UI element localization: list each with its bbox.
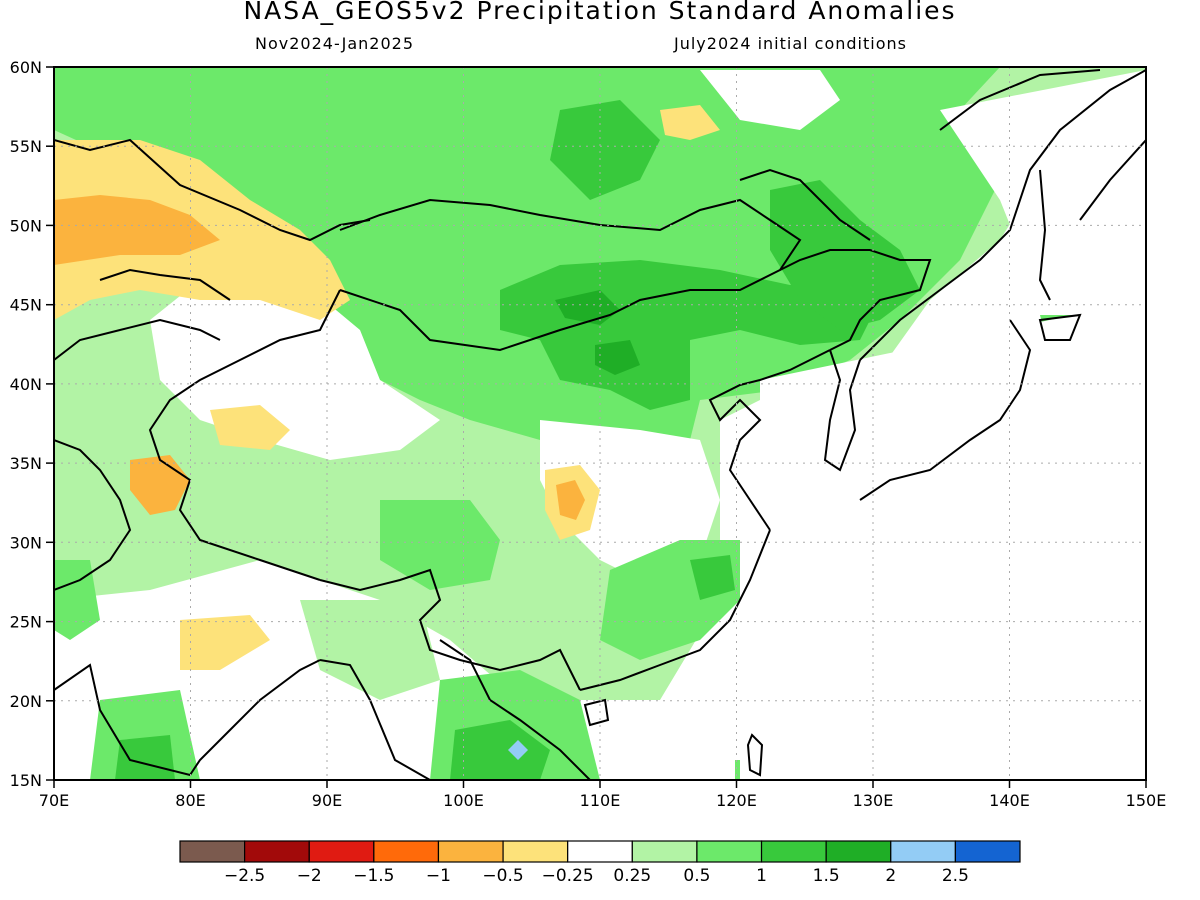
dry-region-tarim [210,405,290,450]
wet-region-west-india [54,560,100,640]
colorbar-swatch [437,840,504,863]
lat-tick-label: 25N [10,613,42,632]
lon-tick-label: 140E [989,791,1030,810]
colorbar-swatch [244,840,310,863]
colorbar-label: −1.5 [353,866,394,886]
border-amur [739,168,871,241]
coast-india [54,659,321,777]
forecast-period: Nov2024-Jan2025 [255,34,414,53]
coast-south-china [579,529,771,691]
colorbar-swatch [308,840,375,863]
colorbar [179,840,1021,863]
coast-japan [859,319,1032,501]
lat-tick-label: 20N [10,692,42,711]
colorbar-label: −0.25 [542,866,594,886]
wet-region-siberia [550,100,660,200]
colorbar-label: 2 [885,866,896,886]
colorbar-labels: −2.5 −2 −1.5 −1 −0.5 −0.25 0.25 0.5 1 1.5 2 2.5 [224,866,969,886]
lon-tick-label: 80E [175,791,205,810]
lon-tick-label: 100E [443,791,484,810]
wet-region-south-india-strong [115,735,175,780]
wet-region-indochina-strong [450,720,550,780]
lat-tick-label: 30N [10,533,42,552]
lat-tick-label: 55N [10,137,42,156]
lon-tick-label: 120E [716,791,757,810]
colorbar-label: 2.5 [942,866,969,886]
wet-region-north [54,67,1000,460]
wet-region-bay-of-bengal [300,600,440,700]
border-caspian-aral [99,268,231,301]
coast-korea [823,349,861,472]
border-himalaya [319,568,581,691]
colorbar-swatch [373,840,440,863]
colorbar-swatch [825,840,892,863]
grid-lines [54,67,1146,780]
coast-hainan [583,698,610,727]
neutral-region-north-china [540,420,720,580]
neutral-region-pacific [740,300,1146,780]
dry-core-north-china-plain [556,480,585,520]
map-title: NASA_GEOS5v2 Precipitation Standard Anom… [243,0,957,25]
colorbar-label: −1 [426,866,451,886]
longitude-labels: 70E 80E 90E 100E 110E 120E 130E 140E 150E [39,791,1167,810]
wet-core-inner [595,340,640,375]
colorbar-swatch [760,840,827,863]
colorbar-swatch [502,840,569,863]
wet-region-tibet [380,500,500,590]
colorbar-swatch [696,840,763,863]
lat-tick-label: 60N [10,58,42,77]
coast-kamchatka [1079,139,1146,221]
colorbar-swatch [890,840,956,863]
colorbar-swatch [631,840,698,863]
colorbar-swatch [179,840,246,863]
wet-blue-thailand [508,740,528,760]
colorbar-label: 1 [756,866,767,886]
dry-region-india [180,615,270,670]
lat-tick-label: 40N [10,375,42,394]
dry-region-kazakhstan-mid [54,195,220,265]
colorbar-label: 0.5 [683,866,710,886]
colorbar-label: 1.5 [813,866,840,886]
neutral-region-sea-of-okhotsk [940,70,1146,300]
border-northeast-china [779,249,932,351]
coast-indochina [439,639,591,780]
border-china-west [148,289,341,581]
dry-region-far-east [660,105,720,140]
coast-east-china [708,349,831,531]
coast-taiwan [746,733,764,777]
border-india-pakistan [54,439,132,591]
colorbar-label: 0.25 [613,866,651,886]
lat-tick-label: 50N [10,216,42,235]
coast-sakhalin [1038,169,1051,301]
wet-region-northeast [770,180,920,330]
lon-tick-label: 150E [1126,791,1167,810]
lat-tick-label: 35N [10,454,42,473]
border-mongolia [339,198,802,352]
lat-tick-label: 45N [10,296,42,315]
initial-conditions: July2024 initial conditions [674,34,907,53]
lat-tick-label: 15N [10,771,42,790]
lon-tick-label: 90E [312,791,342,810]
colorbar-label: −2 [297,866,322,886]
tick-marks [46,66,1147,788]
coast-bay-of-bengal [319,659,431,780]
neutral-region-lake [700,70,840,130]
country-borders [54,138,932,691]
lon-tick-label: 110E [580,791,621,810]
colorbar-label: −0.5 [482,866,523,886]
wet-region-south-china-strong [690,555,735,600]
coastlines [54,69,1146,780]
lon-tick-label: 70E [39,791,69,810]
colorbar-swatch [567,840,633,863]
coast-hokkaido [1038,313,1082,341]
colorbar-label: −2.5 [224,866,265,886]
border-central-asia [54,318,221,361]
lon-tick-label: 130E [853,791,894,810]
coast-okhotsk [939,69,1101,131]
colorbar-swatch [954,840,1021,863]
latitude-labels: 15N 20N 25N 30N 35N 40N 45N 50N 55N 60N [10,58,42,790]
